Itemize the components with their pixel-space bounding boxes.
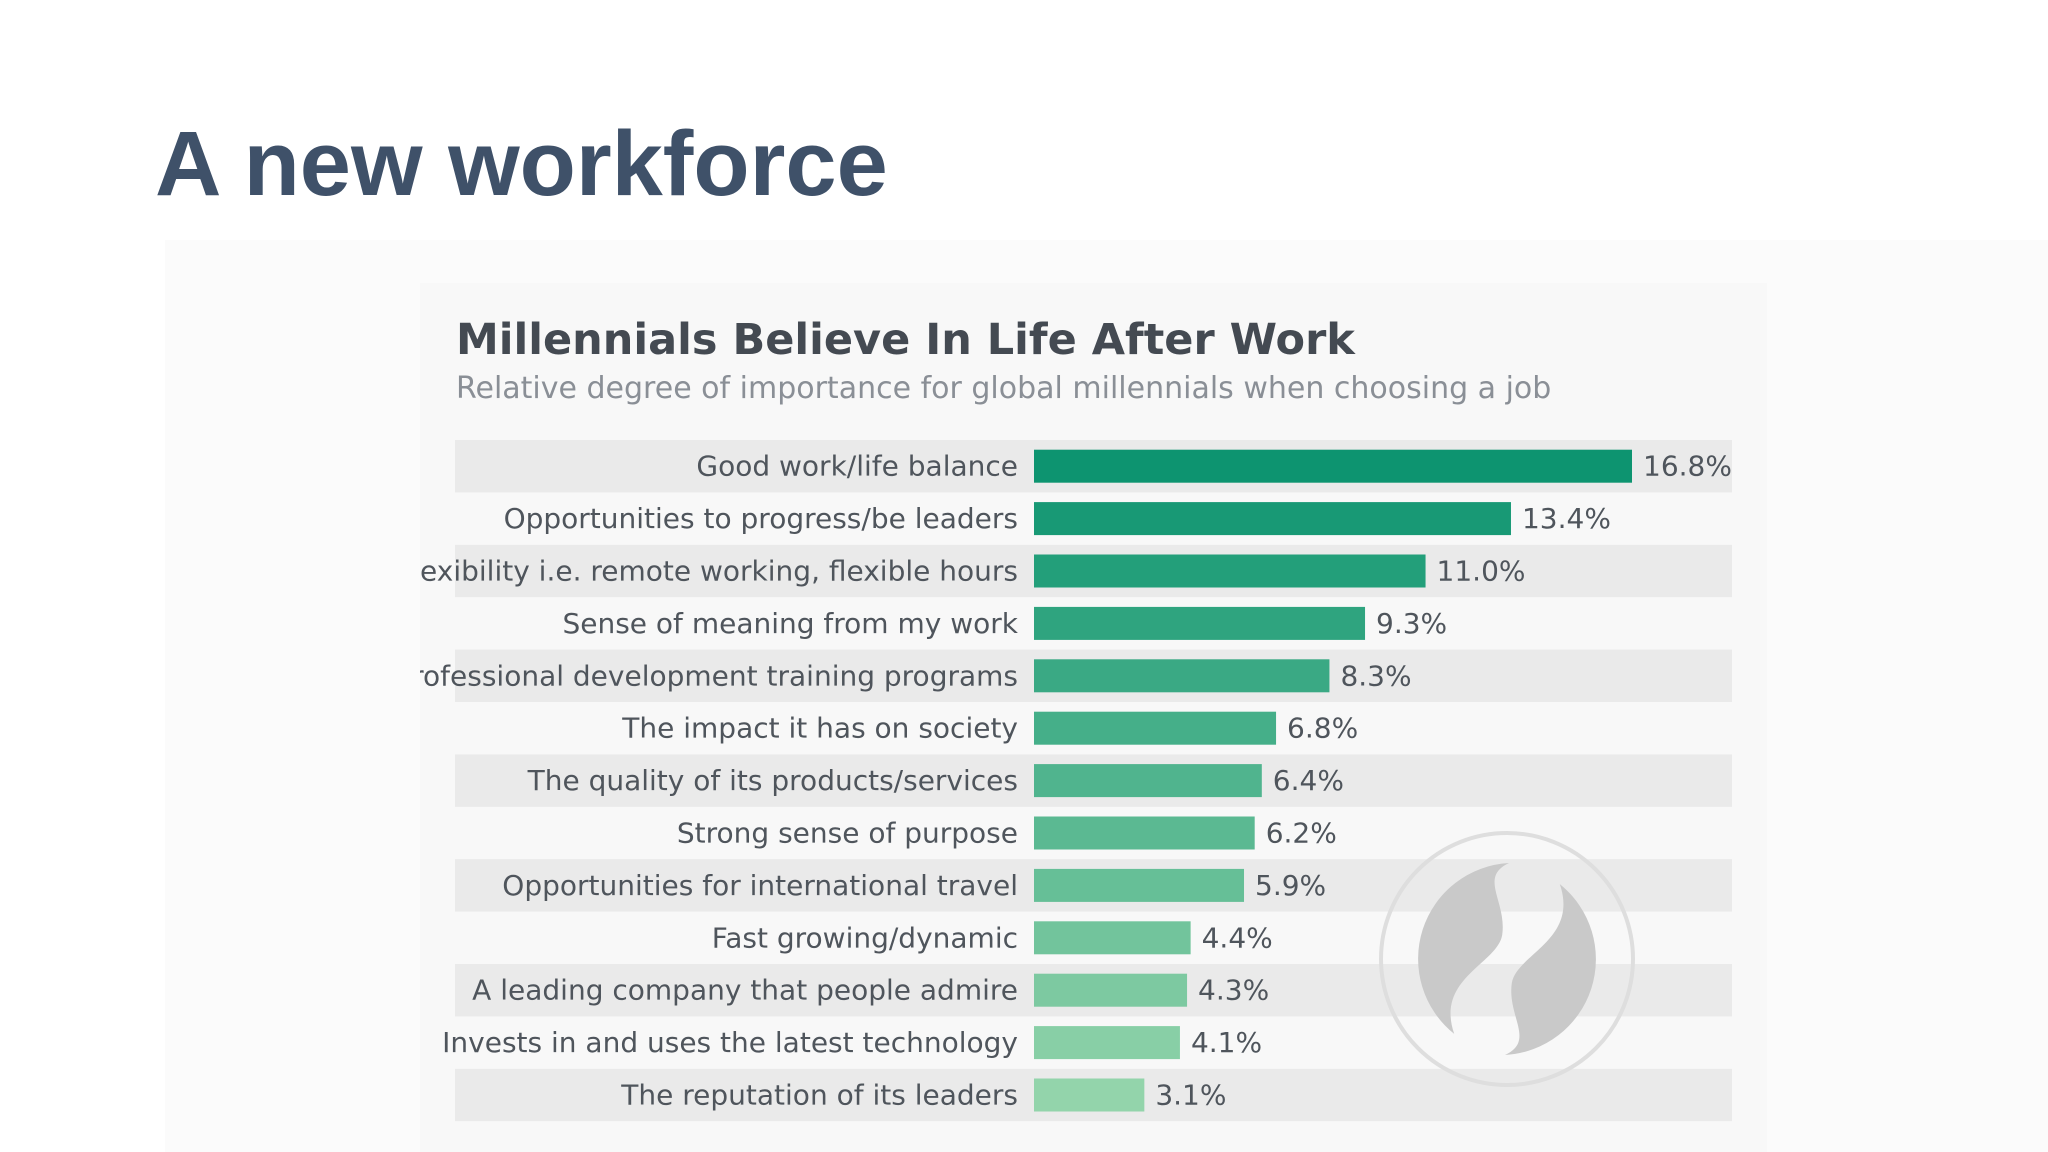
bar-sense-of-meaning-from-my-work	[1034, 606, 1366, 640]
bar-fast-growing-dynamic	[1034, 921, 1191, 955]
chart-title: Millennials Believe In Life After Work	[456, 315, 1355, 365]
bar-professional-development-training-programs	[1034, 659, 1330, 693]
category-label: Fast growing/dynamic	[712, 921, 1018, 954]
bar-a-leading-company-that-people-admire	[1034, 973, 1188, 1007]
bar-chart: Good work/life balance Opportunities to p…	[420, 440, 1732, 1122]
value-label: 3.1%	[1155, 1079, 1226, 1112]
bar-good-work-life-balance	[1034, 449, 1632, 483]
value-label: 4.1%	[1191, 1026, 1262, 1059]
value-label: 13.4%	[1522, 502, 1611, 535]
bar-flexibility-i-e-remote-working-flexible-hours	[1034, 554, 1426, 588]
bar-the-impact-it-has-on-society	[1034, 711, 1277, 745]
logo-swirl-left	[1418, 863, 1509, 1034]
logo-swirl-right	[1505, 884, 1596, 1055]
bar-the-reputation-of-its-leaders	[1034, 1078, 1145, 1112]
statista-logo-icon	[1379, 831, 1635, 1087]
value-label: 9.3%	[1376, 607, 1447, 640]
category-labels: Good work/life balance Opportunities to p…	[420, 450, 1019, 1112]
bar-opportunities-for-international-travel	[1034, 868, 1245, 902]
bar-the-quality-of-its-products-services	[1034, 764, 1262, 798]
category-label: Invests in and uses the latest technolog…	[442, 1026, 1018, 1059]
category-label: The quality of its products/services	[527, 764, 1018, 797]
logo-ring	[1379, 831, 1635, 1087]
category-label: The reputation of its leaders	[620, 1079, 1018, 1112]
value-label: 16.8%	[1643, 450, 1732, 483]
value-label: 6.8%	[1287, 712, 1358, 745]
value-label: 4.3%	[1198, 974, 1269, 1007]
category-label: Opportunities to progress/be leaders	[504, 502, 1018, 535]
value-label: 5.9%	[1255, 869, 1326, 902]
category-label: Strong sense of purpose	[677, 817, 1018, 850]
bar-invests-in-and-uses-the-latest-technology	[1034, 1026, 1180, 1060]
bar-strong-sense-of-purpose	[1034, 816, 1255, 850]
infographic-card: Good work/life balance Opportunities to p…	[420, 283, 1767, 1152]
category-label: Good work/life balance	[696, 450, 1018, 483]
category-label: Professional development training progra…	[420, 659, 1018, 692]
bars	[1034, 449, 1632, 1112]
category-label: A leading company that people admire	[472, 974, 1018, 1007]
value-label: 6.4%	[1273, 764, 1344, 797]
value-label: 8.3%	[1340, 659, 1411, 692]
chart-subtitle: Relative degree of importance for global…	[456, 371, 1552, 406]
value-label: 6.2%	[1266, 817, 1337, 850]
slide-title: A new workforce	[155, 113, 888, 215]
value-labels: 16.8% 13.4% 11.0% 9.3% 8.3% 6.8% 6.4% 6.2% 5.9% 4…	[1155, 450, 1732, 1112]
category-label: Sense of meaning from my work	[562, 607, 1018, 640]
bar-opportunities-to-progress-be-leaders	[1034, 502, 1511, 536]
category-label: Opportunities for international travel	[502, 869, 1018, 902]
value-label: 11.0%	[1437, 555, 1526, 588]
category-label: Flexibility i.e. remote working, flexibl…	[420, 555, 1018, 588]
value-label: 4.4%	[1202, 921, 1273, 954]
category-label: The impact it has on society	[621, 712, 1018, 745]
